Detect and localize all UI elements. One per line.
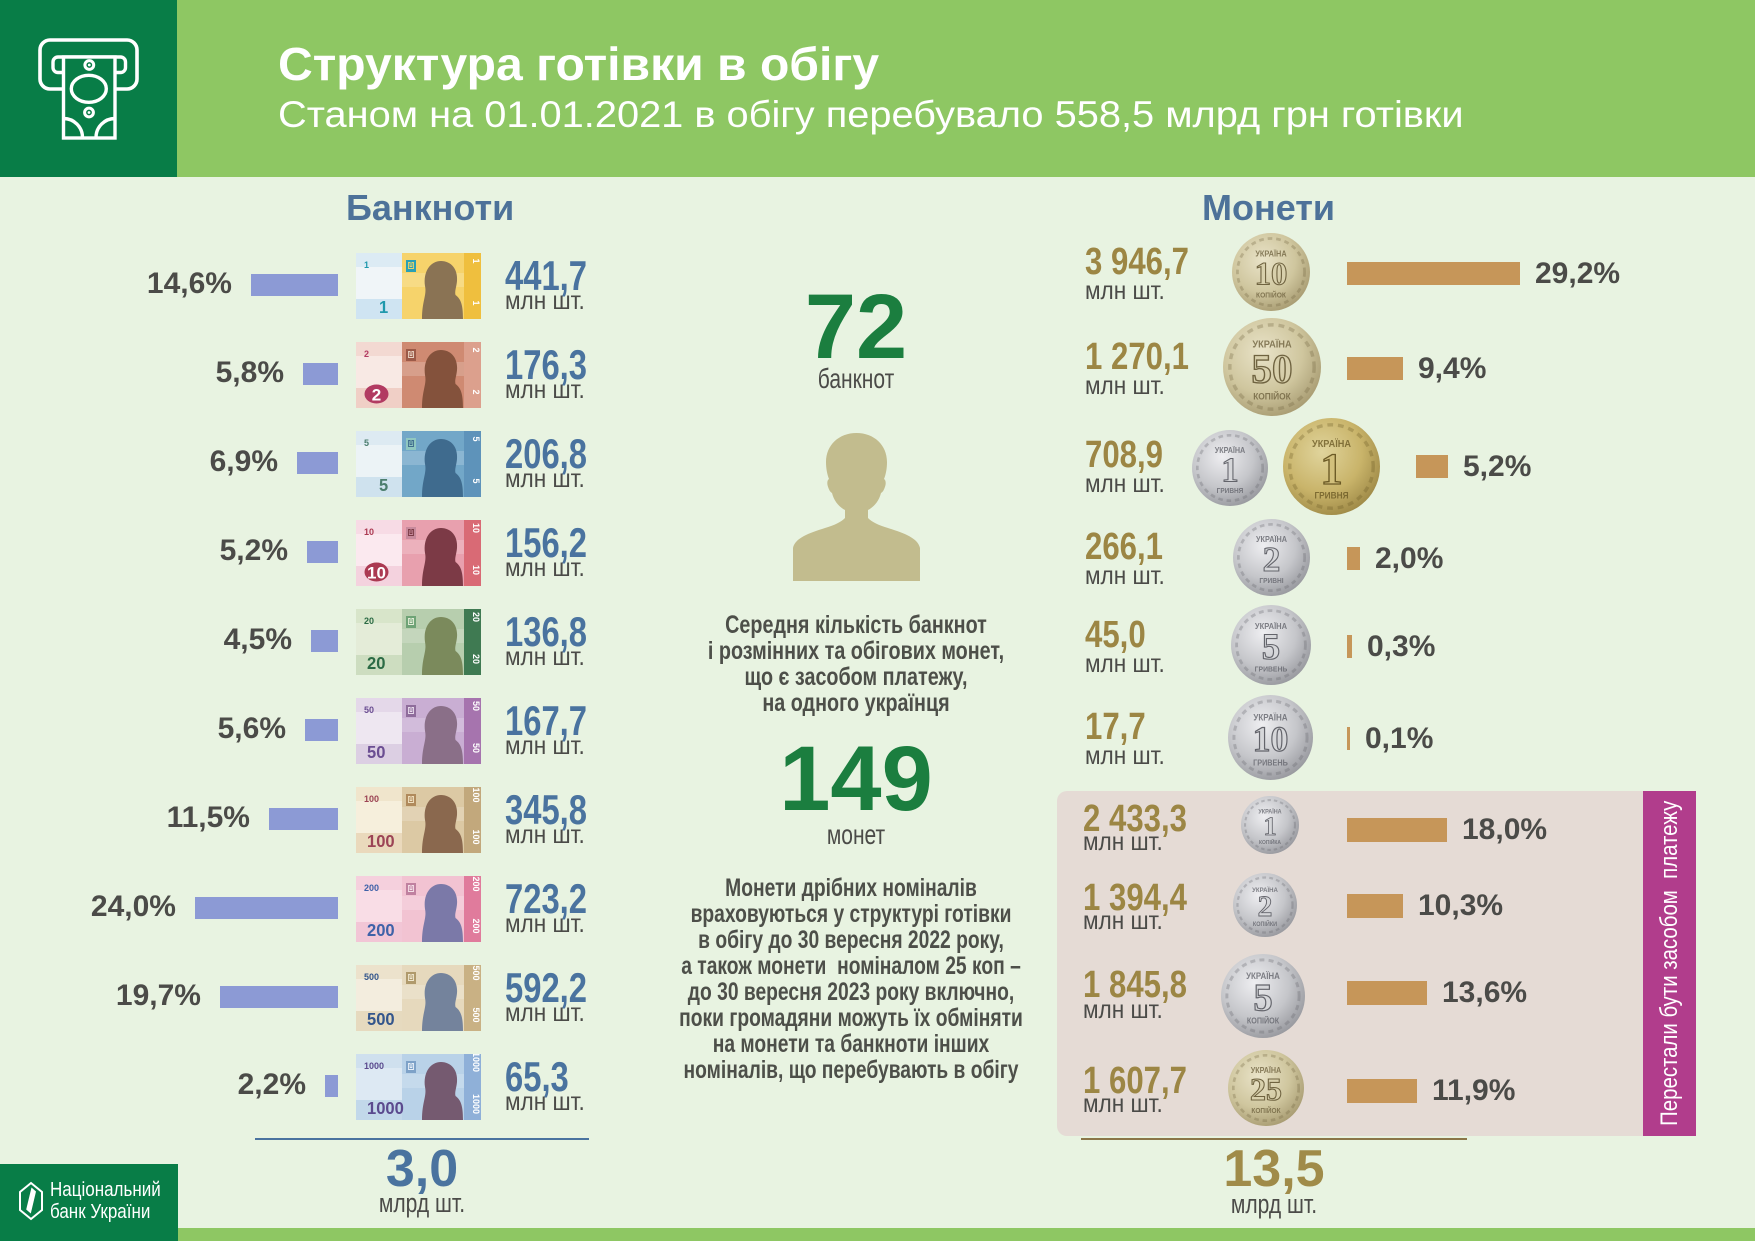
svg-text:1000: 1000 [364, 1061, 384, 1071]
svg-text:200: 200 [367, 919, 395, 940]
svg-text:10: 10 [364, 527, 374, 537]
svg-text:10: 10 [1253, 719, 1289, 759]
svg-text:5: 5 [471, 436, 481, 441]
svg-text:1000: 1000 [471, 1054, 481, 1072]
svg-text:УКРАЇНА: УКРАЇНА [1258, 808, 1282, 815]
svg-text:100: 100 [471, 829, 481, 844]
svg-text:1000: 1000 [367, 1097, 404, 1118]
svg-text:УКРАЇНА: УКРАЇНА [1251, 1065, 1282, 1074]
svg-text:10: 10 [367, 564, 386, 583]
svg-text:КОПІЙОК: КОПІЙОК [1247, 1016, 1280, 1025]
svg-text:20: 20 [364, 616, 374, 626]
svg-text:1: 1 [1263, 811, 1276, 841]
svg-text:100: 100 [471, 787, 481, 802]
svg-text:УКРАЇНА: УКРАЇНА [1255, 622, 1287, 631]
svg-text:ГРИВНІ: ГРИВНІ [1259, 578, 1283, 585]
svg-text:1000: 1000 [471, 1094, 481, 1114]
svg-text:50: 50 [1251, 346, 1292, 392]
svg-text:УКРАЇНА: УКРАЇНА [1246, 971, 1280, 982]
svg-text:25: 25 [1250, 1072, 1282, 1107]
svg-text:1: 1 [471, 300, 481, 305]
svg-text:2: 2 [1263, 539, 1281, 579]
svg-text:2: 2 [364, 349, 369, 359]
svg-text:5: 5 [379, 474, 389, 495]
svg-text:ГРИВНЯ: ГРИВНЯ [1314, 490, 1348, 501]
svg-text:200: 200 [471, 876, 481, 891]
svg-text:50: 50 [471, 743, 481, 753]
svg-text:1: 1 [1221, 450, 1238, 489]
svg-text:1: 1 [471, 258, 481, 263]
svg-text:50: 50 [471, 701, 481, 711]
svg-text:1: 1 [1320, 443, 1342, 493]
svg-text:20: 20 [367, 652, 385, 673]
svg-text:2: 2 [471, 389, 481, 394]
svg-text:5: 5 [471, 478, 481, 483]
svg-text:100: 100 [364, 794, 379, 804]
svg-text:УКРАЇНА: УКРАЇНА [1256, 535, 1287, 544]
svg-text:УКРАЇНА: УКРАЇНА [1252, 339, 1291, 351]
svg-text:10: 10 [1255, 256, 1288, 292]
svg-text:КОПІЙКИ: КОПІЙКИ [1253, 920, 1277, 928]
svg-text:2: 2 [471, 347, 481, 352]
svg-text:1: 1 [364, 260, 369, 270]
svg-text:ГРИВНЯ: ГРИВНЯ [1217, 488, 1244, 495]
svg-text:1: 1 [379, 296, 389, 317]
svg-text:УКРАЇНА: УКРАЇНА [1215, 445, 1246, 454]
svg-text:КОПІЙОК: КОПІЙОК [1253, 390, 1291, 402]
svg-text:2: 2 [372, 386, 381, 405]
svg-text:КОПІЙОК: КОПІЙОК [1251, 1106, 1281, 1115]
svg-text:10: 10 [471, 565, 481, 575]
svg-text:5: 5 [1253, 978, 1272, 1020]
svg-text:20: 20 [471, 654, 481, 664]
svg-text:500: 500 [471, 965, 481, 980]
svg-text:УКРАЇНА: УКРАЇНА [1252, 886, 1278, 894]
svg-text:УКРАЇНА: УКРАЇНА [1255, 249, 1287, 258]
svg-text:5: 5 [364, 438, 369, 448]
svg-text:50: 50 [367, 741, 385, 762]
svg-text:ГРИВЕНЬ: ГРИВЕНЬ [1255, 664, 1288, 673]
svg-text:20: 20 [471, 612, 481, 622]
svg-text:ГРИВЕНЬ: ГРИВЕНЬ [1253, 758, 1288, 767]
svg-text:КОПІЙОК: КОПІЙОК [1256, 290, 1287, 299]
svg-text:500: 500 [367, 1008, 395, 1029]
svg-text:КОПІЙКА: КОПІЙКА [1259, 838, 1281, 846]
svg-text:2: 2 [1258, 891, 1273, 923]
svg-text:100: 100 [367, 830, 395, 851]
svg-text:УКРАЇНА: УКРАЇНА [1312, 439, 1351, 451]
svg-text:200: 200 [471, 918, 481, 933]
svg-text:УКРАЇНА: УКРАЇНА [1253, 712, 1287, 723]
svg-text:500: 500 [364, 972, 379, 982]
svg-text:5: 5 [1262, 626, 1280, 667]
svg-text:10: 10 [471, 523, 481, 533]
svg-text:500: 500 [471, 1007, 481, 1022]
svg-text:200: 200 [364, 883, 379, 893]
svg-text:50: 50 [364, 705, 374, 715]
